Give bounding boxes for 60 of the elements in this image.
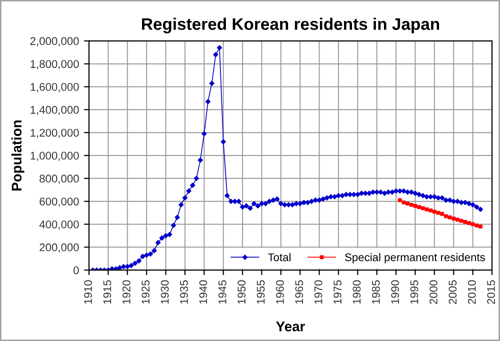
x-tick-label: 1915	[103, 280, 112, 304]
point	[402, 200, 406, 204]
x-tick-label: 1960	[276, 280, 284, 304]
x-tick-label: 2010	[468, 280, 476, 304]
point	[424, 207, 429, 212]
point	[432, 210, 436, 214]
point	[452, 216, 456, 220]
y-tick-label: 200,000	[40, 243, 79, 253]
point	[463, 220, 468, 224]
point	[467, 221, 471, 226]
x-tick-label: 2000	[430, 280, 438, 304]
x-tick-label: 2015	[487, 280, 495, 304]
y-tick-label: 1,200,000	[30, 128, 79, 138]
y-tick-label: 1,000,000	[30, 152, 79, 161]
point	[398, 198, 402, 202]
x-tick-label: 1910	[84, 280, 92, 304]
x-tick-label: 1930	[160, 280, 169, 304]
x-tick-label: 1945	[218, 280, 226, 304]
point	[406, 202, 410, 206]
point	[456, 218, 460, 222]
point	[413, 204, 418, 208]
x-tick-label: 1985	[372, 280, 380, 304]
x-tick-label: 1975	[334, 280, 342, 304]
point	[420, 206, 425, 210]
x-tick-label: 1940	[199, 280, 208, 304]
x-tick-label: 1950	[238, 280, 246, 304]
x-tick-label: 1990	[391, 280, 400, 304]
legend-label: Special permanent residents	[345, 253, 485, 264]
y-tick-label: 400,000	[39, 220, 79, 230]
point	[440, 212, 444, 216]
legend-label: Total	[268, 253, 290, 262]
point	[478, 224, 482, 228]
y-axis-title: Population	[11, 120, 24, 190]
x-tick-label: 1925	[142, 280, 150, 304]
x-tick-label: 1920	[122, 280, 130, 304]
x-tick-label: 2005	[448, 280, 457, 304]
y-tick-label: 600,000	[40, 198, 79, 207]
x-tick-label: 1955	[256, 280, 265, 304]
chart-title: Registered Korean residents in Japan	[142, 18, 440, 34]
x-tick-label: 1995	[410, 280, 418, 304]
x-tick-label: 1970	[314, 280, 322, 304]
x-tick-label: 1980	[352, 280, 361, 304]
point	[448, 215, 452, 220]
point	[436, 210, 440, 215]
y-tick-label: 2,000,000	[30, 37, 79, 46]
y-tick-label: 800,000	[40, 174, 79, 184]
point	[444, 214, 448, 218]
point	[459, 218, 464, 223]
x-tick-label: 1965	[295, 280, 304, 304]
point	[428, 208, 433, 212]
point	[470, 222, 475, 226]
y-tick-label: 0	[74, 266, 79, 274]
point	[409, 202, 414, 207]
point	[417, 205, 422, 209]
point	[474, 223, 479, 228]
x-tick-label: 1935	[180, 280, 188, 304]
y-tick-label: 1,600,000	[30, 83, 79, 92]
x-axis-title: Year	[276, 322, 305, 332]
y-tick-label: 1,800,000	[30, 60, 79, 70]
y-tick-label: 1,400,000	[30, 106, 79, 116]
